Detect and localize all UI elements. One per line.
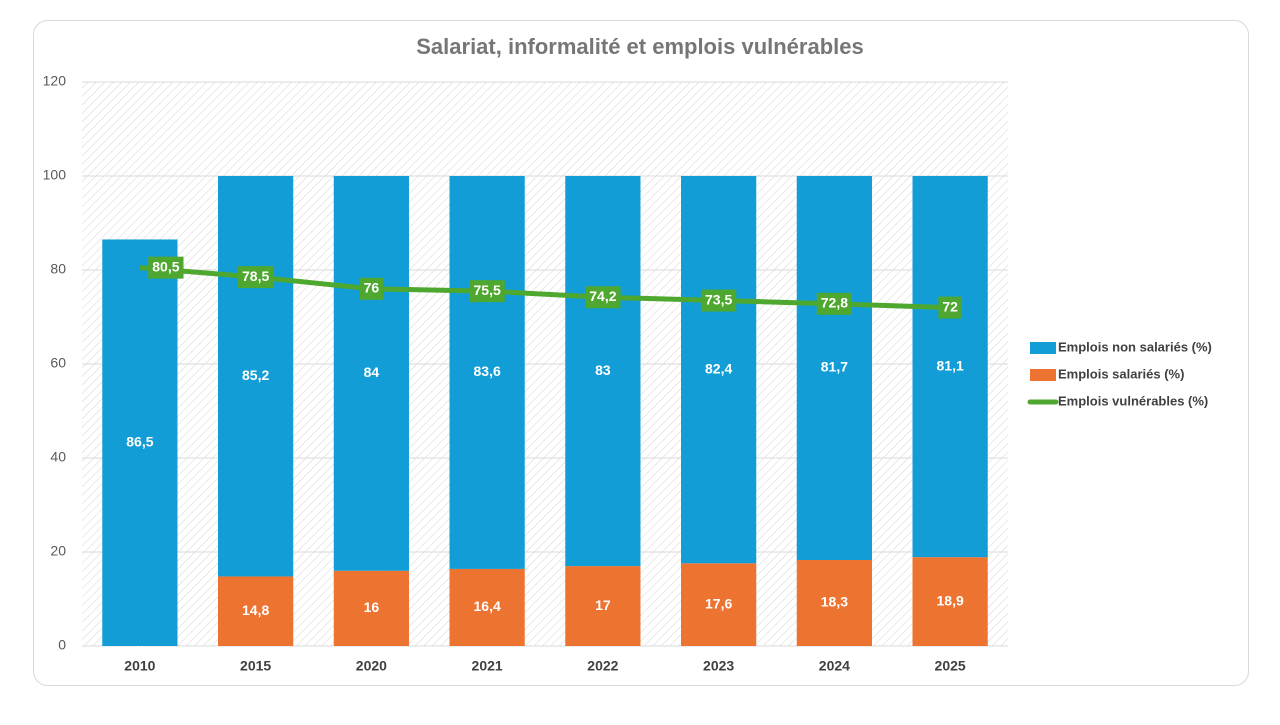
line-value-label: 76 xyxy=(364,280,380,296)
bar xyxy=(449,568,525,646)
bar-value-label: 16 xyxy=(364,599,380,615)
bar xyxy=(681,563,757,646)
y-tick-label: 80 xyxy=(50,261,66,277)
bar-value-label: 81,1 xyxy=(937,357,964,373)
label-box xyxy=(359,277,384,300)
legend-swatch xyxy=(1030,369,1056,381)
bar xyxy=(912,557,988,646)
bar xyxy=(218,176,294,577)
x-tick-label: 2010 xyxy=(124,658,155,674)
bar xyxy=(912,176,988,558)
label-box xyxy=(238,266,274,289)
chart-title: Salariat, informalité et emplois vulnéra… xyxy=(416,34,864,59)
bar xyxy=(565,566,641,646)
bar-value-label: 14,8 xyxy=(242,602,269,618)
label-box xyxy=(701,289,737,312)
bar-value-label: 17,6 xyxy=(705,595,732,611)
legend-label: Emplois non salariés (%) xyxy=(1058,339,1212,354)
bar xyxy=(565,176,641,567)
line xyxy=(139,265,951,311)
bar xyxy=(796,559,872,646)
bar-value-label: 18,9 xyxy=(937,592,964,608)
bar-value-label: 16,4 xyxy=(474,598,501,614)
bar-value-label: 85,2 xyxy=(242,367,269,383)
bar-value-label: 81,7 xyxy=(821,359,848,375)
y-tick-label: 0 xyxy=(58,637,66,653)
bar xyxy=(681,176,757,564)
line-value-label: 72,8 xyxy=(821,295,848,311)
bar xyxy=(333,176,409,571)
y-tick-label: 20 xyxy=(50,543,66,559)
legend-swatch xyxy=(1030,342,1056,354)
line-value-label: 80,5 xyxy=(152,258,179,274)
line-value-label: 75,5 xyxy=(474,282,501,298)
bar-value-label: 86,5 xyxy=(126,433,153,449)
y-tick-label: 40 xyxy=(50,449,66,465)
line-value-label: 73,5 xyxy=(705,291,732,307)
x-tick-label: 2023 xyxy=(703,658,734,674)
line-value-label: 74,2 xyxy=(589,288,616,304)
bar-value-label: 83 xyxy=(595,362,611,378)
bar xyxy=(218,576,294,646)
y-tick-label: 120 xyxy=(43,73,67,89)
label-box xyxy=(469,280,505,303)
bar-value-label: 84 xyxy=(364,364,380,380)
label-box xyxy=(148,256,184,279)
x-tick-label: 2022 xyxy=(587,658,618,674)
bar-value-label: 82,4 xyxy=(705,360,732,376)
line-value-label: 78,5 xyxy=(242,268,269,284)
bar xyxy=(102,239,178,646)
bar-value-label: 83,6 xyxy=(474,363,501,379)
x-tick-label: 2015 xyxy=(240,658,271,674)
bar xyxy=(449,176,525,569)
x-tick-label: 2021 xyxy=(472,658,503,674)
bar xyxy=(333,570,409,646)
label-box xyxy=(938,296,962,319)
line-value-label: 72 xyxy=(942,298,958,314)
label-box xyxy=(816,292,852,315)
bar-value-label: 17 xyxy=(595,597,611,613)
x-tick-label: 2020 xyxy=(356,658,387,674)
legend-label: Emplois vulnérables (%) xyxy=(1058,393,1208,408)
bar-value-label: 18,3 xyxy=(821,594,848,610)
legend-label: Emplois salariés (%) xyxy=(1058,366,1184,381)
label-box xyxy=(585,286,621,309)
x-tick-label: 2024 xyxy=(819,658,850,674)
y-tick-label: 100 xyxy=(43,167,67,183)
y-tick-label: 60 xyxy=(50,355,66,371)
x-tick-label: 2025 xyxy=(935,658,966,674)
bar xyxy=(796,176,872,560)
